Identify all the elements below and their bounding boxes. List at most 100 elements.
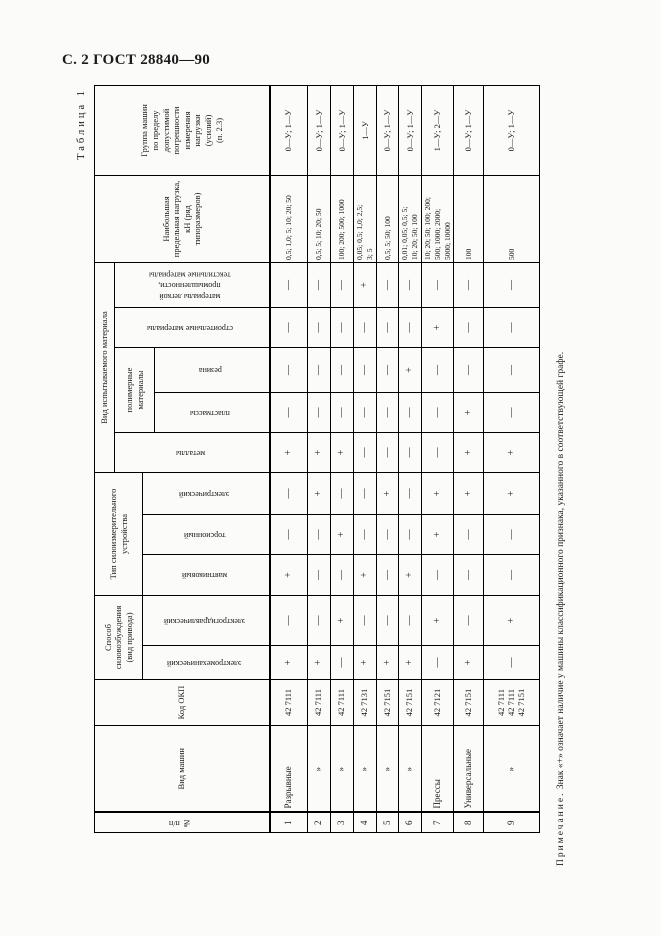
torsion-header-label: торсионный [183, 530, 225, 540]
load-header: Наибольшая предельная нагрузка, кН (ряд … [94, 175, 270, 263]
accuracy-group-cell: 0—У; 1—У [330, 85, 354, 176]
note-label: Примечание. [556, 791, 567, 866]
mark-cell: + [421, 472, 454, 515]
gauge-group-header: Тип силоизмерительного устройства [94, 472, 143, 596]
mark-cell: — [483, 307, 540, 348]
okp-code-cell: 42 7111 [307, 679, 331, 726]
accuracy-group-header: Группа машин по пределу допустимой погре… [94, 85, 270, 176]
mark-cell: — [330, 554, 354, 596]
okp-code-cell: 42 7121 [421, 679, 454, 726]
accuracy-group-cell: 0—У; 1—У [376, 85, 399, 176]
mark-cell: — [330, 392, 354, 433]
mark-cell: — [307, 307, 331, 348]
mark-cell: — [376, 392, 399, 433]
mark-cell: + [398, 347, 422, 393]
table-row: 3 » 42 7111 — + — + — + — — — — 100; 200… [330, 85, 354, 833]
row-num: 7 [421, 812, 454, 833]
polymer-group-header: полимерные материалы [114, 347, 155, 433]
machine-type-cell: » [398, 725, 422, 813]
mark-cell: + [307, 472, 331, 515]
rotated-table-block: Таблица 1 № п/п Вид машин Код ОКП Способ… [76, 84, 586, 880]
mark-cell: + [330, 595, 354, 646]
building-materials-header-label: строительные материалы [147, 323, 234, 333]
rubber-header: резина [154, 347, 270, 393]
mark-cell: + [483, 595, 540, 646]
mark-cell: + [421, 307, 454, 348]
mark-cell: — [398, 514, 422, 555]
electromech-header: электромеханический [142, 645, 270, 680]
machine-type-cell: » [330, 725, 354, 813]
mark-cell: — [353, 307, 377, 348]
mark-cell: + [307, 645, 331, 680]
accuracy-group-cell: 0—У; 1—У [307, 85, 331, 176]
mark-cell: — [453, 514, 484, 555]
mark-cell: — [376, 262, 399, 308]
mark-cell: — [307, 554, 331, 596]
mark-cell: — [398, 262, 422, 308]
mark-cell: + [421, 595, 454, 646]
okp-code-cell: 42 7151 [453, 679, 484, 726]
accuracy-group-cell: 0—У; 1—У [483, 85, 540, 176]
num-header-label: № п/п [169, 819, 192, 829]
load-cell: 500 [483, 175, 540, 263]
table-row: 1 Разрывные 42 7111 + — + — — + — — — — … [269, 85, 308, 833]
okp-code-cell: 42 7111 [330, 679, 354, 726]
table-row: 9 » 42 7111 42 7111 42 7151 — + — — + + … [483, 85, 540, 833]
load-cell: 100 [453, 175, 484, 263]
machine-type-cell: » [376, 725, 399, 813]
row-num: 1 [269, 812, 308, 833]
mark-cell: — [330, 472, 354, 515]
electric-gauge-header: электрический [142, 472, 270, 515]
load-cell: 100; 200; 500; 1000 [330, 175, 354, 263]
load-cell: 0,5; 1,0; 5; 10; 20; 50 [269, 175, 308, 263]
page-title: С. 2 ГОСТ 28840—90 [62, 52, 211, 68]
mark-cell: — [269, 472, 308, 515]
mark-cell: + [398, 645, 422, 680]
mark-cell: — [307, 347, 331, 393]
mark-cell: — [330, 347, 354, 393]
header-row-1: № п/п Вид машин Код ОКП Способ силовозбу… [94, 85, 270, 833]
mark-cell: + [421, 514, 454, 555]
table-row: 5 » 42 7151 + — — — + — — — — — 0,5; 5; … [376, 85, 399, 833]
mark-cell: — [483, 514, 540, 555]
mark-cell: — [483, 554, 540, 596]
material-group-header: Вид испытываемого материала [94, 262, 115, 473]
light-textile-header: материалы легкой промышленности, текстил… [114, 262, 270, 308]
machine-type-cell: Универсальные [453, 725, 484, 813]
mark-cell: — [483, 347, 540, 393]
row-num: 4 [353, 812, 377, 833]
mark-cell: — [307, 514, 331, 555]
load-cell: 0,01; 0,05; 0,5; 5; 10; 20; 50; 100 [398, 175, 422, 263]
mark-cell: — [376, 514, 399, 555]
mark-cell: — [453, 347, 484, 393]
okp-code-cell: 42 7151 [376, 679, 399, 726]
mark-cell: + [376, 645, 399, 680]
electrohydr-header-label: электрогидравлический [163, 616, 245, 626]
mark-cell: — [483, 392, 540, 433]
okp-code-cell: 42 7111 [269, 679, 308, 726]
table-label: Таблица 1 [76, 88, 87, 160]
light-textile-header-label: материалы легкой промышленности, текстил… [149, 270, 232, 302]
mark-cell: — [269, 307, 308, 348]
accuracy-group-cell: 0—У; 1—У [453, 85, 484, 176]
mark-cell: — [307, 392, 331, 433]
machine-type-cell: Разрывные [269, 725, 308, 813]
mark-cell: — [453, 307, 484, 348]
mark-cell: — [421, 262, 454, 308]
mark-cell: — [376, 432, 399, 473]
mark-cell: — [398, 432, 422, 473]
okp-code-cell: 42 7111 42 7111 42 7151 [483, 679, 540, 726]
mark-cell: + [453, 432, 484, 473]
rubber-header-label: резина [198, 366, 222, 376]
mark-cell: — [353, 514, 377, 555]
mark-cell: — [376, 307, 399, 348]
mark-cell: — [483, 262, 540, 308]
mark-cell: — [307, 595, 331, 646]
mark-cell: — [421, 554, 454, 596]
load-cell: 0,05; 0,5; 1,0; 2,5; 3; 5 [353, 175, 377, 263]
mark-cell: — [353, 472, 377, 515]
mark-cell: + [269, 645, 308, 680]
mark-cell: — [269, 595, 308, 646]
row-num: 6 [398, 812, 422, 833]
